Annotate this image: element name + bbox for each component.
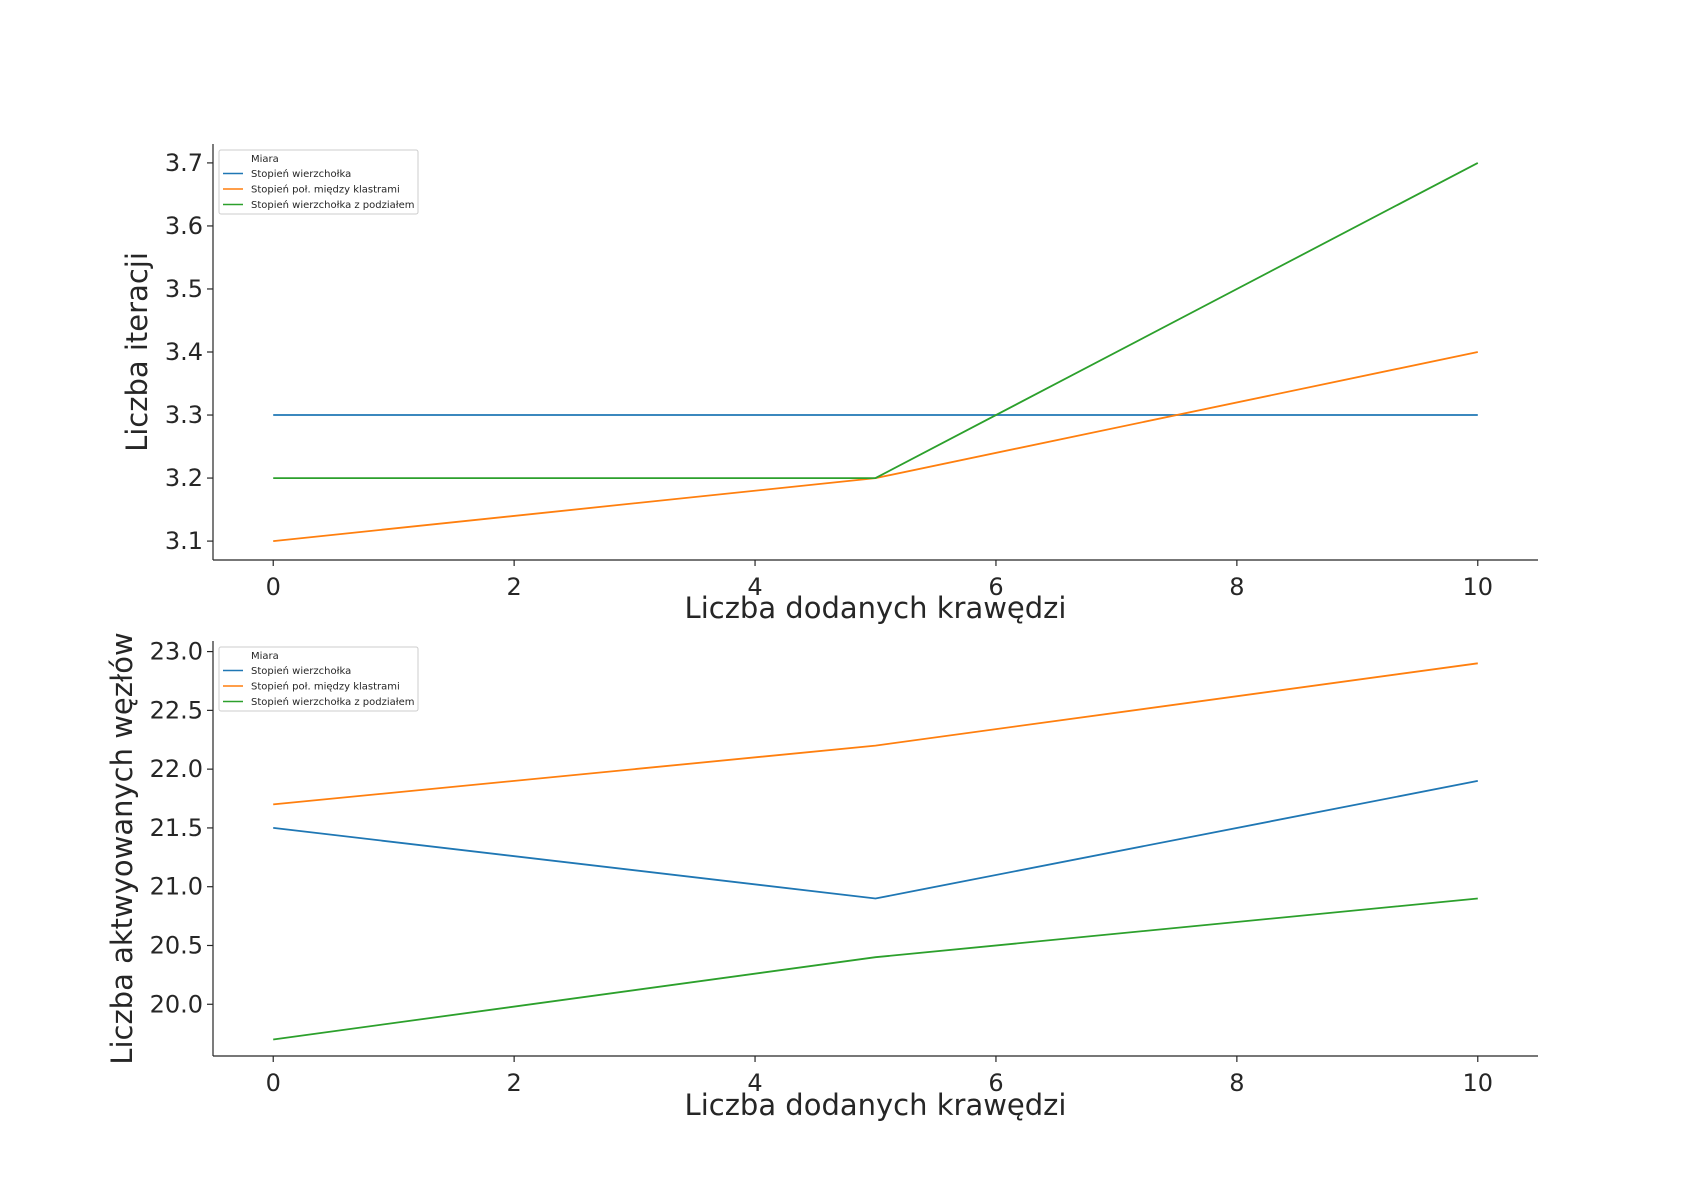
x-tick-label: 8 [1229,1069,1244,1097]
legend-entry: Stopień wierzchołka z podziałem [251,199,415,211]
y-tick-label: 21.5 [150,814,203,842]
legend-entry: Stopień wierzchołka [251,665,351,677]
y-tick-label: 3.7 [165,149,203,177]
y-tick-label: 21.0 [150,873,203,901]
legend-title: Miara [251,154,279,165]
y-axis-label: Liczba aktwyowanych węzłów [105,632,139,1064]
x-tick-label: 4 [747,573,762,601]
legend: Miara Stopień wierzchołka Stopień poł. mię… [218,646,419,712]
series-line-3 [273,162,1479,480]
y-tick-label: 3.4 [165,338,203,366]
y-axis-label: Liczba iteracji [120,252,154,452]
legend-entry: Stopień wierzchołka [251,168,351,180]
x-tick-label: 0 [266,573,281,601]
x-tick-label: 10 [1462,573,1493,601]
x-tick-label: 4 [747,1069,762,1097]
x-tick-label: 2 [506,1069,521,1097]
y-tick-label: 3.1 [165,527,203,555]
x-tick-label: 6 [988,573,1003,601]
y-tick-label: 3.3 [165,401,203,429]
chart-2: 0 2 4 6 8 10 20.0 20.5 21.0 21.5 22.0 22.5 23.0 Liczb… [105,632,1538,1122]
legend-box [218,646,419,712]
legend-entry: Stopień poł. między klastrami [251,184,400,196]
series-line-2 [273,662,1478,806]
legend-title: Miara [251,651,279,662]
chart-1: 0 2 4 6 8 10 3.1 3.2 3.3 3.4 3.5 3.6 3.7 Liczba dodan… [120,144,1538,625]
y-tick-label: 22.0 [150,755,203,783]
x-tick-label: 8 [1229,573,1244,601]
x-axis-label: Liczba dodanych krawędzi [685,1088,1067,1122]
legend-box [218,149,419,215]
y-tick-label: 23.0 [150,638,203,666]
x-tick-label: 0 [266,1069,281,1097]
y-tick-label: 22.5 [150,696,203,724]
series-line-2 [273,351,1478,542]
y-tick-label: 20.5 [150,931,203,959]
y-tick-label: 3.5 [165,275,203,303]
x-tick-label: 6 [988,1069,1003,1097]
series-line-1 [273,780,1478,900]
x-tick-label: 10 [1462,1069,1493,1097]
series-line-3 [273,897,1478,1041]
x-axis-label: Liczba dodanych krawędzi [685,591,1067,625]
legend-entry: Stopień wierzchołka z podziałem [251,696,415,708]
legend: Miara Stopień wierzchołka Stopień poł. mię… [218,149,419,215]
legend-entry: Stopień poł. między klastrami [251,681,400,693]
y-tick-label: 20.0 [150,990,203,1018]
x-tick-label: 2 [506,573,521,601]
y-tick-label: 3.6 [165,212,203,240]
y-tick-label: 3.2 [165,464,203,492]
